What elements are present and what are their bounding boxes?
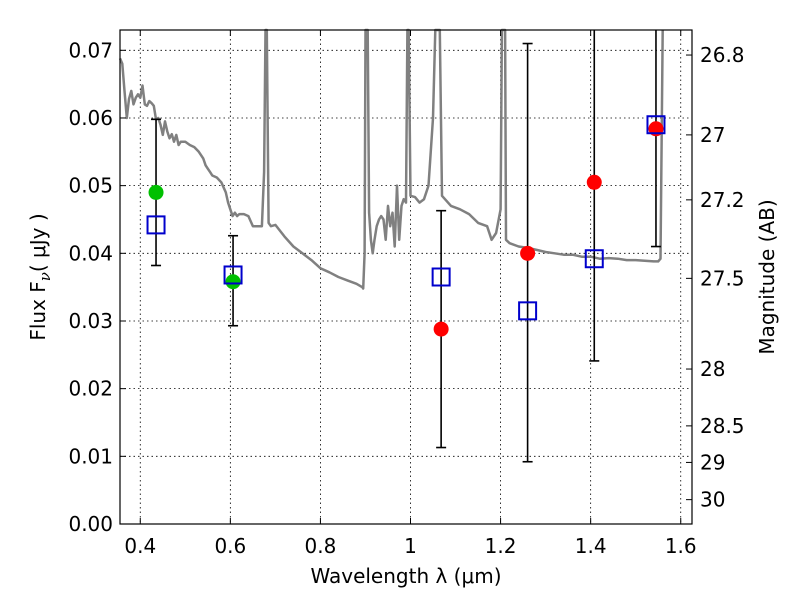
- y2-tick-label: 26.8: [700, 43, 745, 67]
- y2-tick-label: 30: [700, 488, 725, 512]
- y2-tick-label: 28: [700, 357, 725, 381]
- x-tick-label: 1: [404, 534, 417, 558]
- data-point-square: [646, 115, 666, 135]
- y2-tick-label: 27.2: [700, 188, 745, 212]
- data-point-circle: [148, 184, 164, 200]
- y-tick-label: 0.07: [68, 38, 113, 62]
- y-axis-label: Flux Fν( μJy ): [26, 213, 54, 340]
- y2-axis-label: Magnitude (AB): [755, 199, 779, 354]
- data-point-circle: [586, 174, 602, 190]
- data-point-circle: [433, 321, 449, 337]
- plot-frame: [119, 29, 693, 525]
- y-axis-label-unit: ( μJy ): [26, 213, 50, 272]
- data-point-square: [431, 267, 451, 287]
- data-point-circle: [520, 245, 536, 261]
- y-tick-label: 0.02: [68, 377, 113, 401]
- data-point-circle: [225, 274, 241, 290]
- y-tick-label: 0.04: [68, 241, 113, 265]
- x-tick-label: 0.6: [214, 534, 246, 558]
- y-tick-label: 0.01: [68, 444, 113, 468]
- y-tick-label: 0.06: [68, 106, 113, 130]
- x-tick-label: 1.2: [485, 534, 517, 558]
- y-axis-label-subscript: ν: [36, 272, 54, 281]
- data-point-square: [584, 249, 604, 269]
- y2-tick-label: 27: [700, 123, 725, 147]
- x-tick-label: 0.4: [124, 534, 156, 558]
- model-spectrum-layer: [118, 28, 664, 290]
- ticks-layer: 0.4 0.6 0.8 1 1.2 1.4 1.6 0.00 0.01 0.02 0.03 0.04 0…: [68, 30, 745, 558]
- x-axis-label: Wavelength λ (μm): [310, 564, 501, 588]
- data-markers-layer: [146, 115, 666, 337]
- x-tick-label: 0.8: [305, 534, 337, 558]
- data-point-square: [518, 301, 538, 321]
- data-point-square: [223, 265, 243, 285]
- y-axis-label-text: Flux F: [26, 281, 50, 340]
- x-tick-label: 1.6: [665, 534, 697, 558]
- data-point-square: [146, 215, 166, 235]
- y2-tick-label: 27.5: [700, 266, 745, 290]
- y2-tick-label: 28.5: [700, 414, 745, 438]
- y-tick-label: 0.05: [68, 174, 113, 198]
- x-tick-label: 1.4: [575, 534, 607, 558]
- model-spectrum-line: [118, 28, 664, 290]
- y2-tick-label: 29: [700, 450, 725, 474]
- y-tick-label: 0.00: [68, 512, 113, 536]
- y-tick-label: 0.03: [68, 309, 113, 333]
